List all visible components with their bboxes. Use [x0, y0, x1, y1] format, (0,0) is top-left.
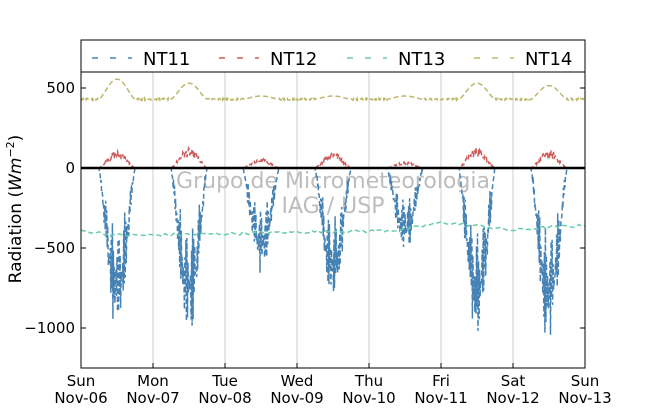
- legend-label: NT13: [398, 49, 445, 70]
- x-tick-day: Tue: [211, 372, 238, 390]
- x-tick-date: Nov-09: [270, 389, 323, 407]
- watermark: Grupo de Micrometeorologia IAG / USP: [176, 169, 490, 219]
- legend-item-nt12: NT12: [219, 49, 317, 70]
- x-tick-day: Wed: [281, 372, 314, 390]
- watermark-line-1: Grupo de Micrometeorologia: [176, 169, 490, 194]
- legend-label: NT14: [525, 49, 572, 70]
- legend-item-nt14: NT14: [474, 49, 572, 70]
- y-tick-label: 500: [46, 79, 75, 97]
- x-tick-day: Sun: [571, 372, 600, 390]
- series-line-nt13: [80, 220, 586, 238]
- series-line-nt14: [80, 78, 586, 103]
- y-axis: −1000 −500 0 500: [24, 79, 585, 337]
- x-tick-date: Nov-08: [198, 389, 251, 407]
- x-tick-day: Thu: [354, 372, 383, 390]
- x-tick-date: Nov-10: [342, 389, 395, 407]
- y-tick-label: −500: [34, 239, 75, 257]
- x-tick-day: Mon: [137, 372, 169, 390]
- y-tick-label: 0: [65, 159, 75, 177]
- x-tick-date: Nov-13: [558, 389, 611, 407]
- legend-label: NT11: [143, 49, 190, 70]
- y-axis-label: Radiation (Wm−2): [4, 135, 26, 284]
- x-tick-date: Nov-12: [486, 389, 539, 407]
- x-tick-date: Nov-11: [414, 389, 467, 407]
- x-tick-day: Sun: [67, 372, 96, 390]
- x-axis: SunNov-06MonNov-07TueNov-08WedNov-09ThuN…: [54, 363, 612, 407]
- legend-label: NT12: [270, 49, 317, 70]
- legend-item-nt11: NT11: [92, 49, 190, 70]
- legend: NT11 NT12 NT13 NT14: [92, 49, 572, 70]
- plot-frame: [80, 39, 586, 369]
- x-tick-day: Fri: [432, 372, 450, 390]
- x-tick-day: Sat: [501, 372, 526, 390]
- x-tick-date: Nov-07: [126, 389, 179, 407]
- watermark-line-2: IAG / USP: [282, 194, 385, 219]
- y-tick-label: −1000: [24, 319, 75, 337]
- vertical-gridlines: [152, 72, 514, 368]
- legend-item-nt13: NT13: [347, 49, 445, 70]
- plot-background: [81, 40, 585, 368]
- x-tick-date: Nov-06: [54, 389, 107, 407]
